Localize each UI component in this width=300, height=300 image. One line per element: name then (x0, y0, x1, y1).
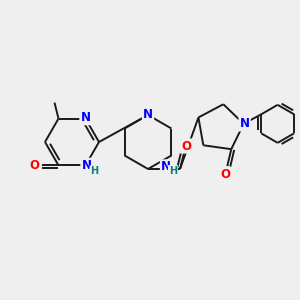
Text: N: N (240, 117, 250, 130)
Text: H: H (169, 166, 177, 176)
Text: O: O (220, 168, 230, 181)
Text: N: N (143, 107, 153, 121)
Text: N: N (161, 160, 171, 173)
Text: N: N (80, 111, 91, 124)
Text: H: H (90, 167, 99, 176)
Text: O: O (181, 140, 191, 152)
Text: O: O (29, 159, 40, 172)
Text: N: N (82, 159, 92, 172)
